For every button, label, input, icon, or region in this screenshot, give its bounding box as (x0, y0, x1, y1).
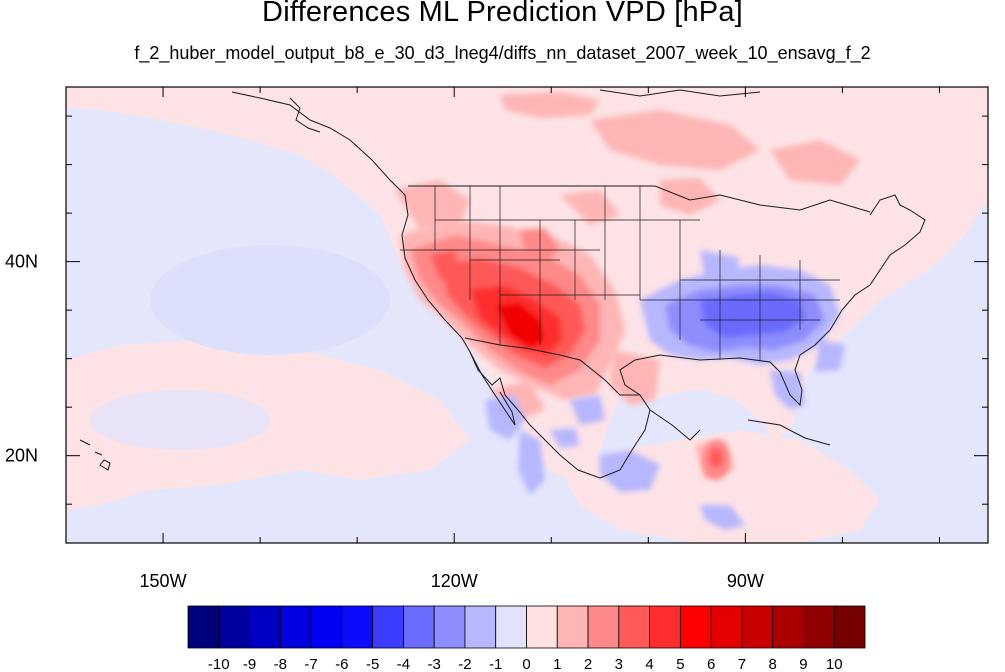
colorbar-swatch (803, 605, 835, 649)
colorbar-level-label: 4 (645, 656, 653, 672)
colorbar-level-label: -6 (335, 656, 348, 672)
coastline-baja (469, 351, 516, 426)
colorbar-swatch (218, 605, 250, 649)
coastline-hawaii (79, 439, 111, 471)
colorbar-swatch (833, 605, 866, 649)
coastline-alaska-islands (289, 97, 321, 133)
colorbar-swatch (587, 605, 620, 649)
colorbar-level-label: -3 (428, 656, 441, 672)
colorbar-swatch (618, 605, 650, 649)
lon-tick-label: 90W (727, 571, 764, 591)
colorbar-level-label: 9 (799, 656, 807, 672)
map-field (66, 87, 988, 543)
border-us-mexico (464, 337, 640, 396)
coastline-yucatan (649, 409, 701, 441)
colorbar-swatch (372, 605, 404, 649)
colorbar-swatch (526, 605, 558, 649)
colorbar-level-label: 5 (676, 656, 684, 672)
colorbar-level-label: 1 (553, 656, 561, 672)
colorbar-level-label: -10 (208, 656, 230, 672)
colorbar-level-label: 7 (738, 656, 746, 672)
lon-tick-label: 150W (140, 571, 187, 591)
colorbar-swatch (464, 605, 497, 649)
colorbar-swatch (772, 605, 804, 649)
coastline-hudson (599, 89, 761, 97)
map-subtitle: f_2_huber_model_output_b8_e_30_d3_lneg4/… (134, 43, 871, 63)
colorbar-level-label: 8 (769, 656, 777, 672)
colorbar-level-label: -9 (243, 656, 256, 672)
colorbar-swatch (649, 605, 681, 649)
colorbar-level-label: -4 (397, 656, 410, 672)
state-lines (400, 186, 840, 360)
colorbar-swatch (187, 605, 220, 649)
colorbar-level-label: -7 (304, 656, 317, 672)
lat-tick-label: 20N (5, 446, 38, 466)
lat-tick-label: 40N (5, 252, 38, 272)
colorbar-swatch (249, 605, 281, 649)
colorbar-swatch (495, 605, 527, 649)
colorbar-labels: -10 -9 -8 -7 -6 -5 -4 -3 -2 -1 0 1 2 3 4 5 6 7 8 9 10 (208, 656, 843, 672)
colorbar-level-label: -2 (458, 656, 471, 672)
colorbar-level-label: 3 (615, 656, 623, 672)
colorbar-swatch (403, 605, 435, 649)
colorbar-level-label: 2 (584, 656, 592, 672)
coastline-north-america (231, 91, 926, 479)
colorbar (187, 605, 866, 649)
colorbar-swatch (310, 605, 343, 649)
colorbar-level-label: 10 (826, 656, 843, 672)
border-us-canada (408, 185, 871, 213)
colorbar-swatch (556, 605, 589, 649)
colorbar-level-label: 6 (707, 656, 715, 672)
axis-ticks (65, 87, 988, 543)
colorbar-swatch (679, 605, 712, 649)
colorbar-swatch (741, 605, 774, 649)
map-frame (65, 86, 989, 544)
colorbar-swatch (341, 605, 374, 649)
colorbar-level-label: -1 (489, 656, 502, 672)
lon-tick-label: 120W (431, 571, 478, 591)
axis-tick-labels: 150W 120W 90W 40N 20N (5, 252, 764, 591)
colorbar-swatch (433, 605, 466, 649)
colorbar-level-label: -8 (274, 656, 287, 672)
colorbar-level-label: 0 (522, 656, 530, 672)
colorbar-swatch (279, 605, 312, 649)
map-title: Differences ML Prediction VPD [hPa] (262, 0, 743, 28)
coastline-cuba (747, 419, 831, 446)
colorbar-swatch (710, 605, 743, 649)
colorbar-level-label: -5 (366, 656, 379, 672)
